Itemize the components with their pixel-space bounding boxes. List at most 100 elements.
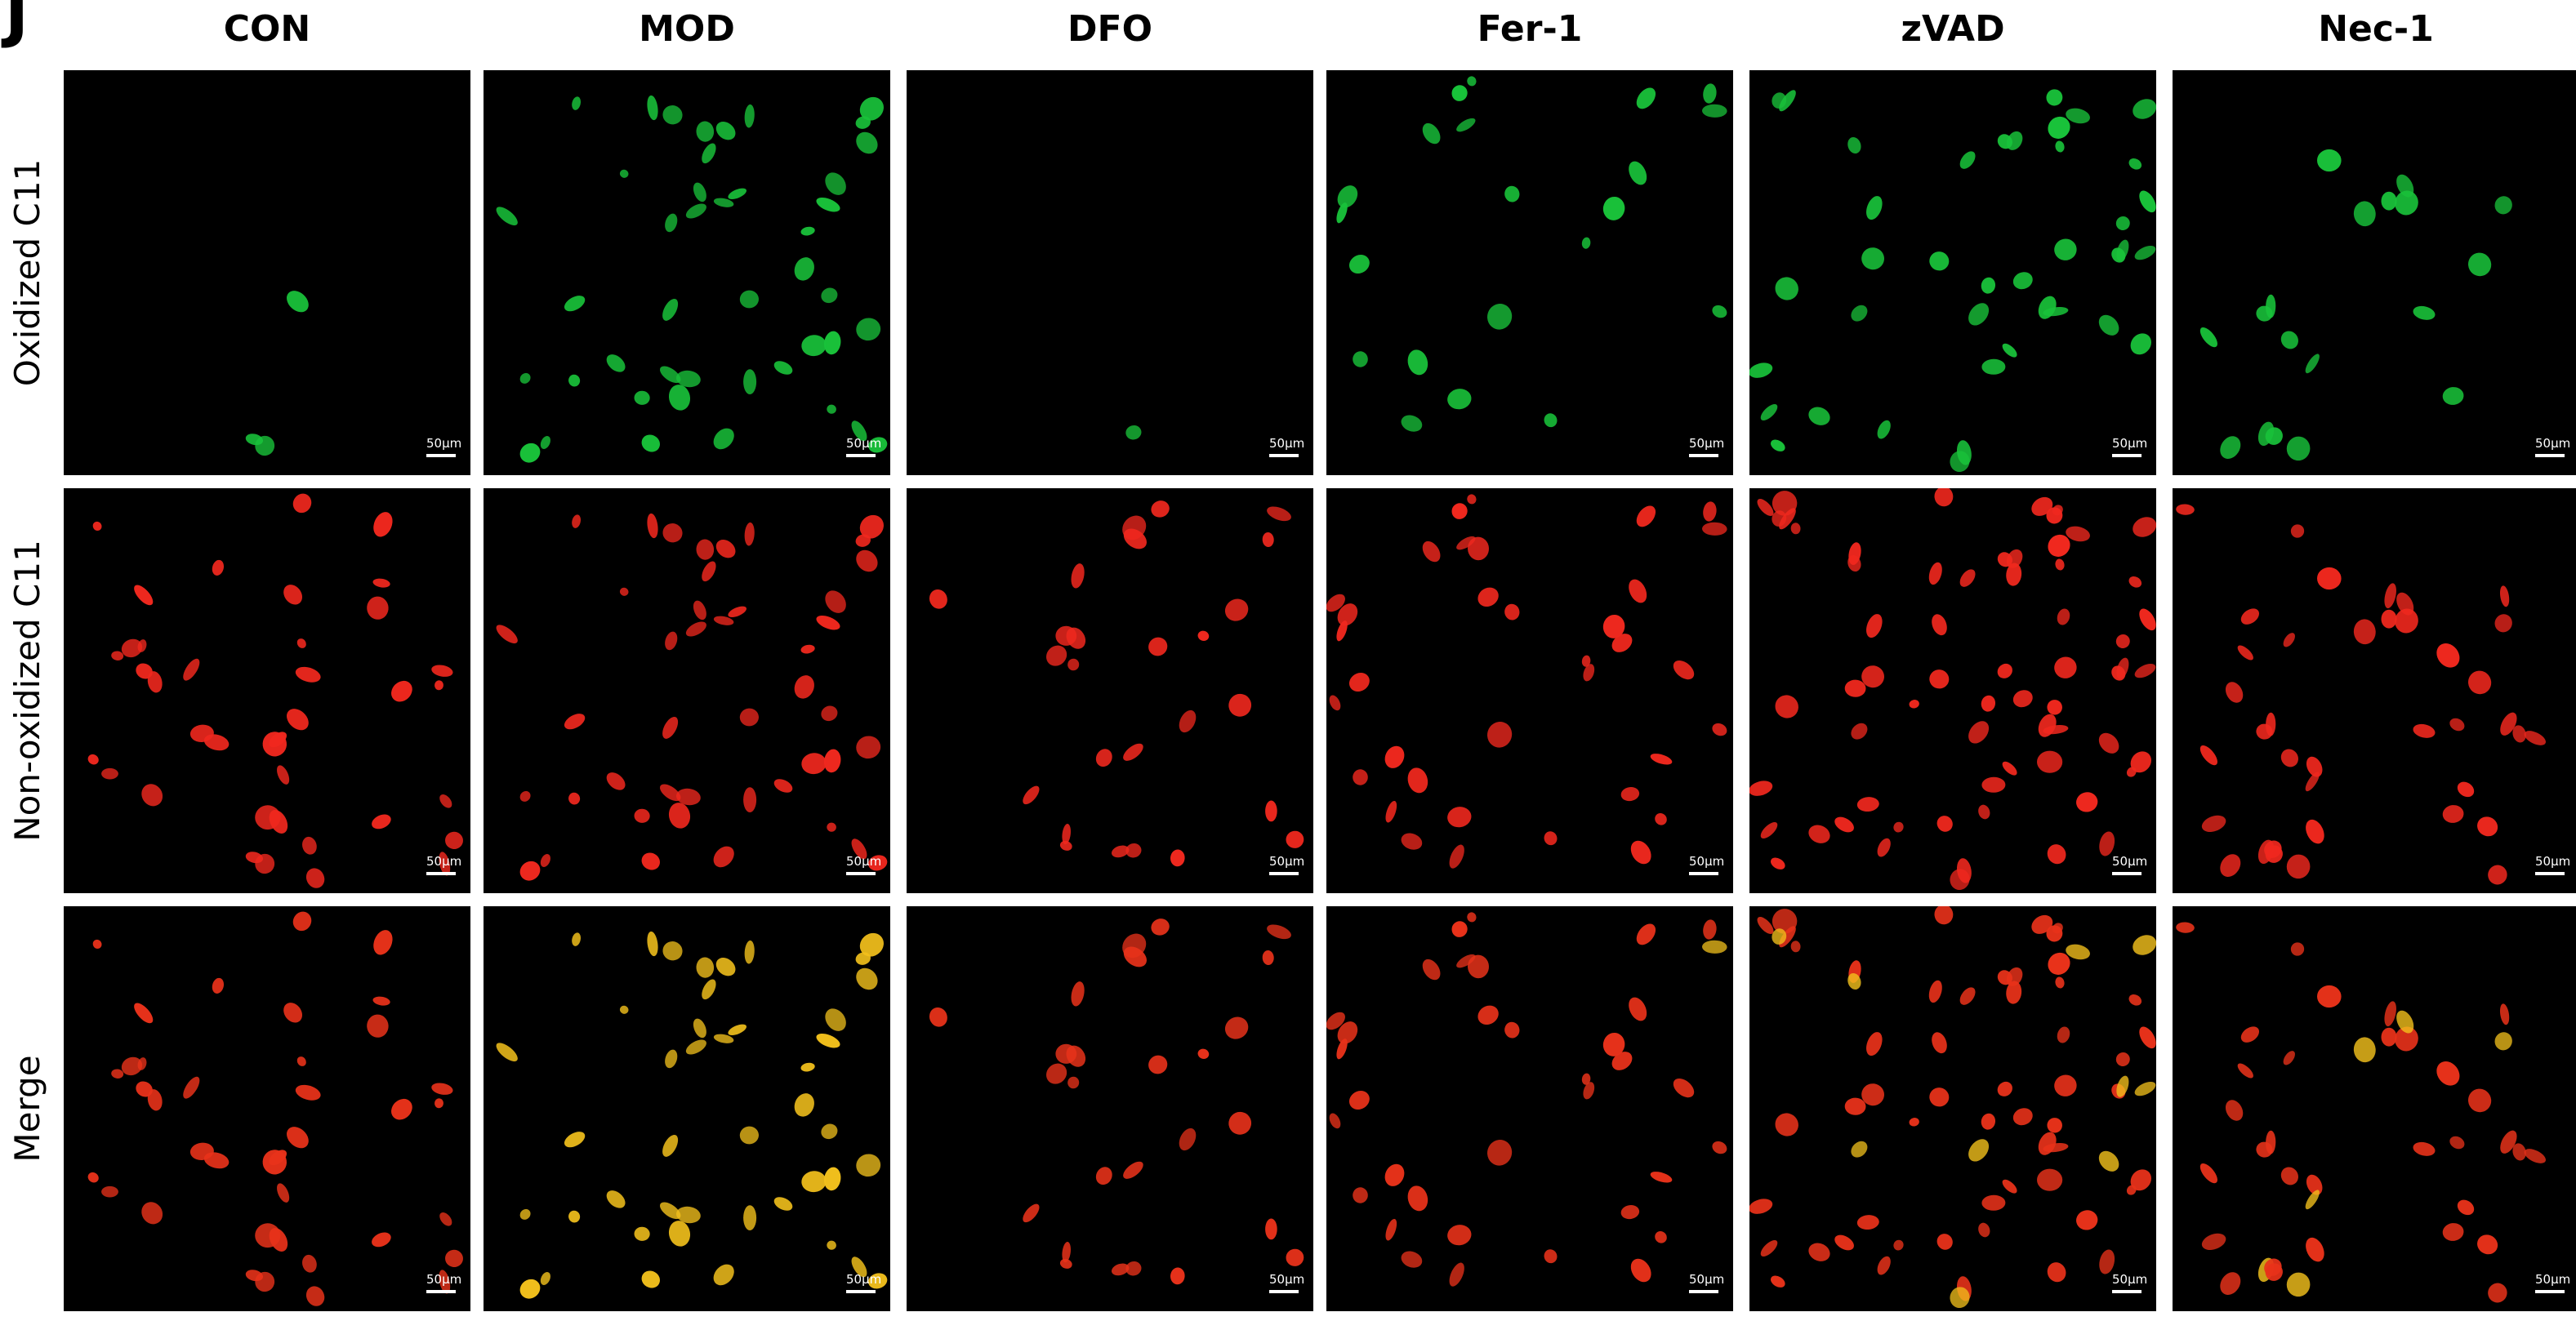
fluorescent-cell: [801, 335, 827, 357]
fluorescent-cell: [2116, 657, 2129, 679]
fluorescent-cell: [634, 808, 650, 823]
scale-bar: 50μm: [2535, 856, 2570, 875]
fluorescent-cell: [2468, 252, 2492, 277]
fluorescent-cell: [1265, 1218, 1277, 1240]
scale-bar-line: [1689, 872, 1718, 875]
fluorescent-cell: [277, 765, 290, 785]
fluorescent-cell: [744, 522, 755, 546]
fluorescent-cell: [715, 540, 736, 558]
fluorescent-cell: [675, 1206, 701, 1224]
fluorescent-cell: [2457, 1199, 2475, 1216]
fluorescent-cell: [2006, 549, 2023, 568]
fluorescent-cell: [2115, 634, 2130, 649]
fluorescent-cell: [1170, 1267, 1185, 1285]
fluorescent-cell: [1847, 554, 1861, 572]
micrograph-nec-1-row-2: 50μm: [2173, 488, 2576, 893]
fluorescent-cell: [568, 374, 581, 387]
fluorescent-cell: [2442, 387, 2464, 405]
fluorescent-cell: [245, 434, 264, 446]
fluorescent-cell: [1059, 1258, 1072, 1269]
fluorescent-cell: [2047, 1118, 2062, 1133]
fluorescent-cell: [2031, 914, 2053, 934]
fluorescent-cell: [665, 213, 678, 233]
micrograph-image: [1326, 912, 1727, 1287]
fluorescent-cell: [101, 1185, 118, 1198]
fluorescent-cell: [868, 437, 888, 453]
fluorescent-cell: [540, 1272, 550, 1285]
fluorescent-cell: [2265, 1263, 2283, 1281]
fluorescent-cell: [572, 932, 582, 946]
scale-bar: 50μm: [1689, 856, 1724, 875]
fluorescent-cell: [136, 1081, 153, 1097]
fluorescent-cell: [744, 104, 755, 128]
fluorescent-cell: [1059, 840, 1072, 851]
fluorescent-cell: [1847, 972, 1861, 990]
scale-bar: 50μm: [2535, 438, 2570, 457]
fluorescent-cell: [372, 814, 391, 830]
fluorescent-cell: [2133, 99, 2156, 119]
fluorescent-cell: [1228, 693, 1252, 717]
fluorescent-cell: [277, 1183, 290, 1203]
scale-bar-label: 50μm: [1269, 854, 1305, 869]
fluorescent-cell: [2225, 1100, 2244, 1121]
fluorescent-cell: [713, 846, 734, 868]
fluorescent-cell: [1447, 389, 1472, 410]
fluorescent-cell: [2098, 732, 2119, 754]
fluorescent-cell: [1959, 569, 1976, 587]
fluorescent-cell: [2500, 712, 2517, 736]
fluorescent-cell: [435, 680, 443, 691]
scale-bar-label: 50μm: [846, 1272, 882, 1287]
fluorescent-cell: [1422, 959, 1441, 981]
fluorescent-cell: [1909, 1118, 1919, 1127]
fluorescent-cell: [2002, 343, 2017, 358]
fluorescent-cell: [540, 436, 550, 449]
fluorescent-cell: [816, 1033, 840, 1048]
micrograph-dfo-row-2: 50μm: [907, 488, 1313, 893]
fluorescent-cell: [744, 940, 755, 964]
fluorescent-cell: [1407, 1185, 1428, 1212]
fluorescent-cell: [2384, 583, 2396, 609]
fluorescent-cell: [1775, 277, 1798, 300]
fluorescent-cell: [111, 651, 124, 660]
fluorescent-cell: [2037, 750, 2063, 773]
fluorescent-cell: [1385, 800, 1397, 823]
fluorescent-cell: [1422, 122, 1441, 145]
fluorescent-cell: [2305, 354, 2320, 374]
fluorescent-cell: [519, 372, 531, 384]
scale-bar: 50μm: [1269, 1274, 1304, 1293]
fluorescent-cell: [2488, 1283, 2507, 1303]
fluorescent-cell: [2306, 1237, 2324, 1262]
fluorescent-cell: [859, 96, 884, 121]
fluorescent-cell: [1636, 923, 1656, 945]
fluorescent-cell: [302, 836, 317, 855]
fluorescent-cell: [1384, 1163, 1405, 1186]
fluorescent-cell: [1851, 723, 1868, 740]
fluorescent-cell: [431, 665, 453, 677]
fluorescent-cell: [2012, 272, 2033, 290]
fluorescent-cell: [1611, 1052, 1633, 1070]
fluorescent-cell: [825, 590, 846, 613]
fluorescent-cell: [1401, 833, 1423, 850]
fluorescent-cell: [1877, 838, 1891, 857]
fluorescent-cell: [662, 1134, 679, 1157]
fluorescent-cell: [728, 1024, 747, 1036]
fluorescent-cell: [1023, 1203, 1040, 1223]
fluorescent-cell: [2130, 1169, 2151, 1191]
fluorescent-cell: [2048, 952, 2070, 975]
fluorescent-cell: [827, 822, 836, 832]
fluorescent-cell: [1760, 403, 1778, 421]
scale-bar: 50μm: [2535, 1274, 2570, 1293]
fluorescent-cell: [1772, 92, 1787, 109]
micrograph-image: [2176, 504, 2547, 885]
fluorescent-cell: [283, 585, 303, 605]
fluorescent-cell: [1950, 451, 1970, 473]
fluorescent-cell: [696, 121, 715, 142]
fluorescent-cell: [2128, 994, 2142, 1006]
fluorescent-cell: [1673, 660, 1695, 680]
fluorescent-cell: [1775, 1113, 1798, 1136]
fluorescent-cell: [2220, 854, 2241, 877]
micrograph-nec-1-row-3: 50μm: [2173, 906, 2576, 1311]
fluorescent-cell: [659, 1202, 681, 1220]
fluorescent-cell: [519, 443, 541, 463]
fluorescent-cell: [2442, 1223, 2464, 1241]
